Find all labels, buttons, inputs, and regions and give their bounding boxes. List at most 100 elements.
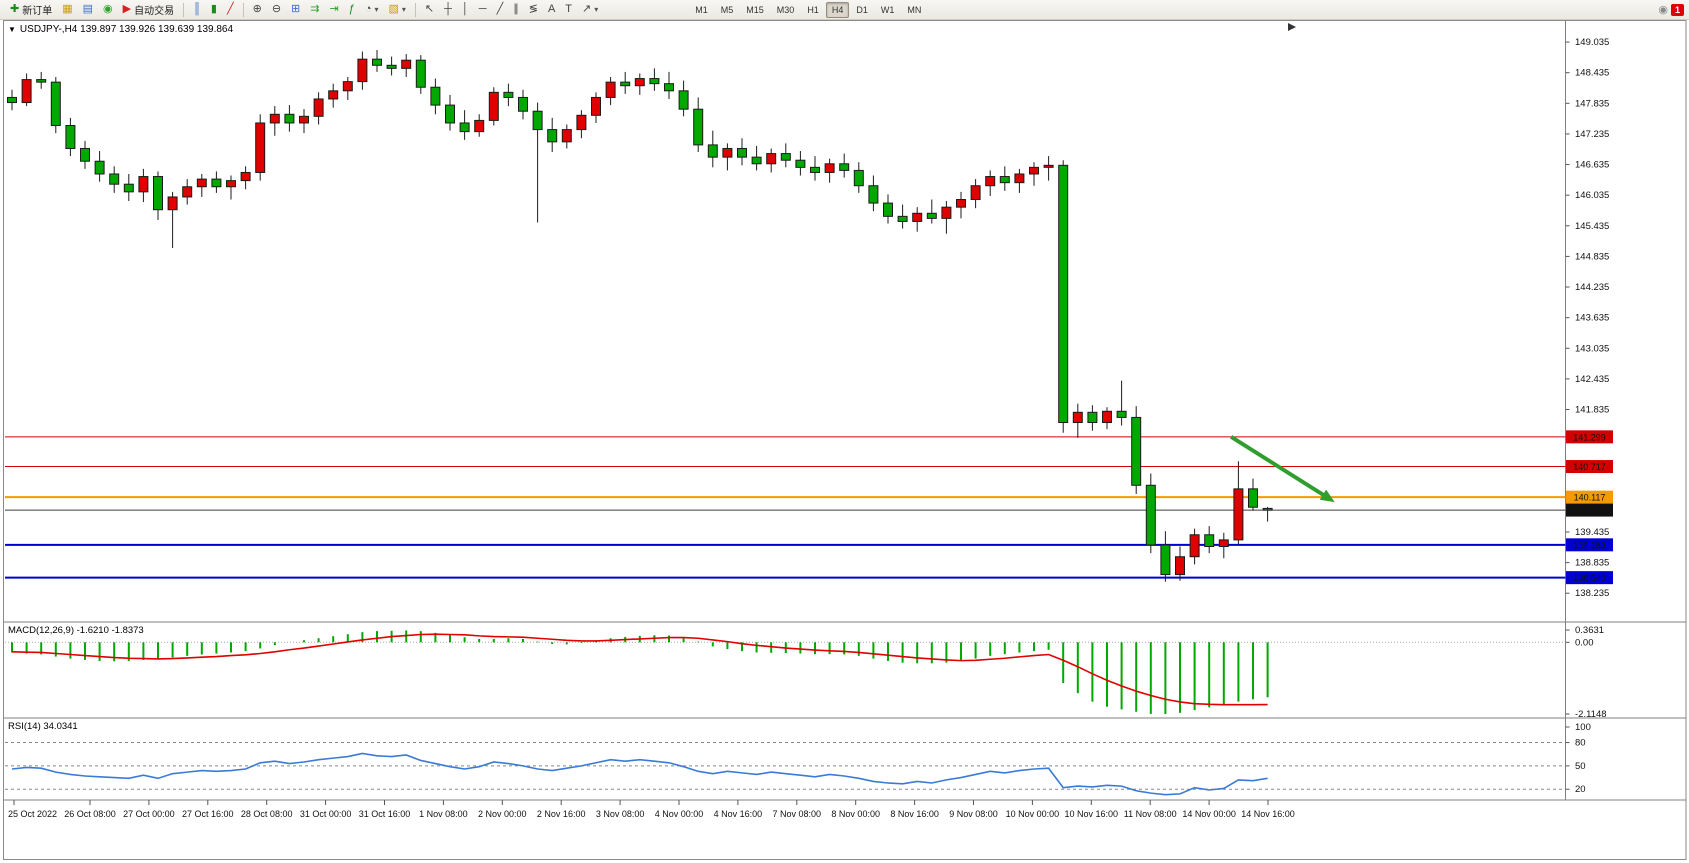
chart-shift-button[interactable]: ⇥ [324,1,343,18]
time-axis-label: 7 Nov 08:00 [773,809,822,819]
fibonacci-button[interactable]: ≶ [524,1,543,18]
candlestick-icon: ▮ [210,3,217,15]
timeframe-button-h4[interactable]: H4 [825,1,850,18]
candlestick-chart-button[interactable]: ▮ [206,1,222,18]
vertical-line-button[interactable]: │ [457,1,474,18]
one-click-trading-toggle[interactable]: ▼ [8,25,16,34]
time-axis[interactable] [4,801,1566,859]
candle [985,176,996,187]
candle [1145,484,1156,546]
time-axis-label: 14 Nov 16:00 [1241,809,1295,819]
timeframe-button-w1[interactable]: W1 [880,4,895,15]
price-axis-label: 144.235 [1575,282,1609,293]
auto-scroll-icon: ⇉ [310,3,320,15]
candle [1189,534,1200,558]
market-watch-button[interactable]: ▤ [78,1,98,18]
candle [532,110,543,131]
timeframe-button-mn[interactable]: MN [907,4,922,15]
candle [138,176,149,193]
text-button[interactable]: A [543,1,560,18]
timeframe-button-m1[interactable]: M1 [695,4,708,15]
channel-button[interactable]: ∥ [508,1,524,18]
candle [1072,411,1083,424]
candle [970,185,981,201]
autotrade-icon: ▶ [122,3,132,15]
arrows-dropdown[interactable]: ↗ ▾ [577,1,603,18]
timeframe-button-m15[interactable]: M15 [746,4,764,15]
trend-arrow-head[interactable] [1319,489,1335,503]
candle [372,58,382,66]
candle [269,113,280,124]
candle [1160,544,1171,576]
alerts-button[interactable]: ◉ [98,1,118,18]
candle [576,114,587,131]
horizontal-line-button[interactable]: ─ [474,1,492,18]
price-axis-label: 147.235 [1575,129,1609,140]
crosshair-icon: ┼ [444,3,452,15]
chart-shift-marker[interactable] [1288,23,1296,31]
price-tag [1566,490,1613,504]
time-axis-label: 27 Oct 16:00 [182,809,234,819]
price-axis[interactable] [1567,21,1689,800]
crosshair-button[interactable]: ┼ [439,1,457,18]
indicators-button[interactable]: ƒ [344,1,360,18]
candle [707,144,718,158]
candle [1175,556,1185,576]
time-axis-label: 10 Nov 00:00 [1006,809,1060,819]
tile-windows-icon: ⊞ [291,3,301,15]
candle [65,125,76,149]
symbol-ohlc-header: ▼ USDJPY-,H4 139.897 139.926 139.639 139… [8,24,233,35]
candle [1014,173,1025,184]
price-tag-label: 138.540 [1573,573,1606,583]
time-axis-label: 27 Oct 00:00 [123,809,175,819]
candle [1116,410,1127,418]
time-axis-label: 2 Nov 16:00 [537,809,586,819]
rsi-axis-label: 50 [1575,761,1586,772]
candle [956,199,966,208]
charts-profile-button[interactable]: ▦ [57,1,77,18]
trend-arrow[interactable] [1230,435,1330,500]
candle [401,59,412,69]
notifications-icon[interactable]: ◉ [1658,4,1668,16]
bar-chart-button[interactable]: ║ [188,1,206,18]
candle [751,156,762,165]
candle [488,91,499,121]
candle [912,212,923,222]
tile-windows-button[interactable]: ⊞ [286,1,305,18]
candle [620,81,631,87]
label-button[interactable]: T [560,1,577,18]
timeframe-button-d1[interactable]: D1 [856,4,868,15]
timeframe-group: M1 M5 M15 M30 H1 H4 D1 W1 MN [689,1,927,18]
periods-dropdown[interactable]: ◔ ▾ [360,1,384,18]
price-tag [1566,538,1613,552]
zoom-in-button[interactable]: ⊕ [248,1,267,18]
new-order-button[interactable]: ✚ 新订单 [5,1,57,18]
candle [722,147,733,158]
candle [313,98,324,117]
rsi-axis-label: 80 [1575,738,1586,749]
templates-dropdown[interactable]: ▧ ▾ [383,1,410,18]
time-axis-label: 4 Nov 00:00 [655,809,704,819]
toolbar: ✚ 新订单 ▦ ▤ ◉ ▶ 自动交易 ║ ▮ ╱ ⊕ ⊖ ⊞ ⇉ ⇥ ƒ ◔ ▾ ▧ ▾ ↖ ┼ │ ─ ╱ ∥ ≶ A T ↗ ▾ M1 M5… [0,0,1689,20]
line-chart-button[interactable]: ╱ [222,1,239,18]
trendline-button[interactable]: ╱ [492,1,509,18]
price-axis-label: 148.435 [1575,68,1609,79]
candle [766,153,777,165]
auto-scroll-button[interactable]: ⇉ [305,1,324,18]
timeframe-button-m30[interactable]: M30 [776,4,795,15]
trendline-icon: ╱ [496,3,504,15]
fibonacci-icon: ≶ [528,3,538,15]
timeframe-button-h1[interactable]: H1 [807,4,819,15]
notification-badge[interactable]: 1 [1670,3,1684,16]
candle [1058,164,1069,424]
autotrade-button[interactable]: ▶ 自动交易 [118,1,179,18]
timeframe-button-m5[interactable]: M5 [720,4,734,15]
chart-shift-icon: ⇥ [329,3,339,15]
candle [255,122,266,173]
price-tag-label: 140.117 [1574,493,1606,503]
candle [167,196,178,211]
cursor-button[interactable]: ↖ [420,1,439,18]
price-axis-label: 141.835 [1575,404,1609,415]
zoom-out-button[interactable]: ⊖ [267,1,286,18]
